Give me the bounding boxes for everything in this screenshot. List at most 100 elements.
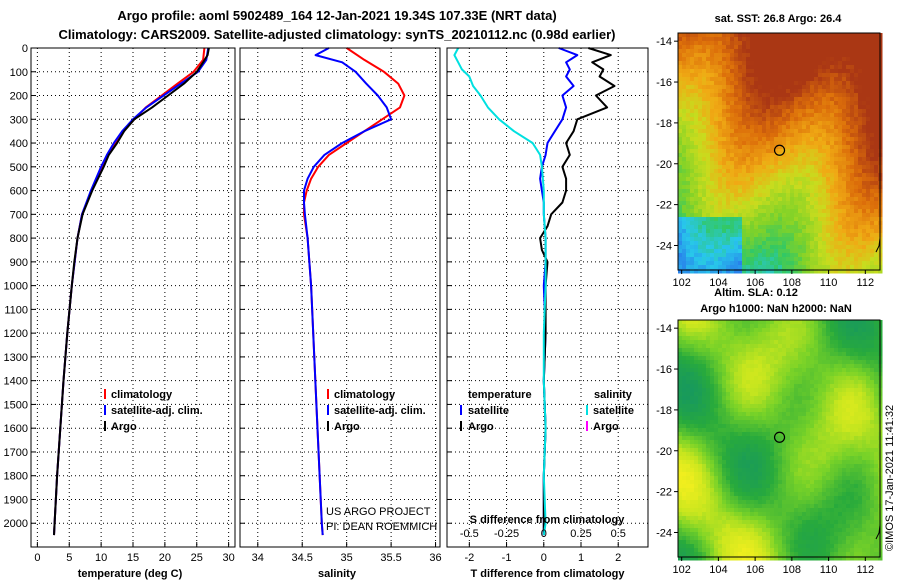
map-cell	[690, 85, 695, 90]
map-cell	[854, 213, 859, 218]
map-cell	[750, 201, 755, 206]
map-cell	[698, 89, 703, 94]
map-cell	[866, 424, 871, 429]
map-cell	[798, 372, 803, 377]
map-cell	[774, 360, 779, 365]
map-cell	[854, 165, 859, 170]
map-cell	[786, 336, 791, 341]
map-cell	[702, 129, 707, 134]
map-cell	[702, 249, 707, 254]
map-cell	[862, 65, 867, 70]
map-cell	[782, 416, 787, 421]
map-cell	[810, 61, 815, 66]
map-cell	[706, 57, 711, 62]
map-cell	[706, 93, 711, 98]
map-cell	[798, 424, 803, 429]
map-cell	[698, 221, 703, 226]
map-cell	[774, 65, 779, 70]
map-cell	[770, 428, 775, 433]
map-cell	[870, 149, 875, 154]
map-cell	[726, 404, 731, 409]
map-cell	[750, 320, 755, 325]
map-cell	[858, 241, 863, 246]
map-cell	[870, 109, 875, 114]
map-cell	[858, 33, 863, 38]
map-cell	[702, 121, 707, 126]
map-cell	[862, 400, 867, 405]
map-cell	[790, 332, 795, 337]
map-cell	[718, 424, 723, 429]
map-cell	[722, 392, 727, 397]
map-cell	[810, 41, 815, 46]
map-cell	[754, 388, 759, 393]
map-cell	[774, 396, 779, 401]
map-cell	[786, 249, 791, 254]
map-cell	[834, 169, 839, 174]
map-cell	[790, 129, 795, 134]
y-tick-label: 1800	[4, 471, 28, 483]
map-cell	[698, 432, 703, 437]
map-cell	[858, 364, 863, 369]
map-cell	[842, 332, 847, 337]
map-cell	[686, 181, 691, 186]
map-cell	[838, 233, 843, 238]
map-cell	[774, 229, 779, 234]
map-cell	[710, 213, 715, 218]
map-cell	[734, 105, 739, 110]
map-cell	[782, 404, 787, 409]
map-cell	[722, 189, 727, 194]
map-cell	[874, 213, 879, 218]
map-cell	[806, 165, 811, 170]
map-cell	[750, 213, 755, 218]
map-cell	[730, 225, 735, 230]
map-cell	[782, 61, 787, 66]
map-cell	[850, 320, 855, 325]
map-cell	[758, 89, 763, 94]
map-cell	[762, 221, 767, 226]
map-cell	[770, 201, 775, 206]
map-cell	[874, 408, 879, 413]
map-cell	[742, 320, 747, 325]
map-cell	[842, 53, 847, 58]
map-cell	[834, 117, 839, 122]
map-cell	[714, 117, 719, 122]
map-cell	[794, 376, 799, 381]
map-cell	[838, 400, 843, 405]
map-cell	[746, 41, 751, 46]
map-cell	[690, 101, 695, 106]
map-cell	[770, 344, 775, 349]
map-cell	[790, 432, 795, 437]
map-cell	[730, 169, 735, 174]
map-cell	[690, 340, 695, 345]
map-cell	[850, 129, 855, 134]
map-cell	[850, 161, 855, 166]
map-cell	[686, 57, 691, 62]
map-cell	[818, 57, 823, 62]
map-cell	[690, 77, 695, 82]
map-cell	[810, 253, 815, 258]
map-cell	[778, 109, 783, 114]
map-cell	[822, 241, 827, 246]
map-cell	[782, 440, 787, 445]
map-cell	[678, 197, 683, 202]
map-cell	[726, 225, 731, 230]
map-cell	[874, 404, 879, 409]
map-cell	[814, 368, 819, 373]
map-cell	[790, 141, 795, 146]
map-cell	[770, 73, 775, 78]
map-cell	[786, 261, 791, 266]
map-cell	[782, 89, 787, 94]
map-cell	[678, 65, 683, 70]
map-cell	[730, 173, 735, 178]
map-cell	[794, 269, 799, 274]
map-cell	[786, 49, 791, 54]
map-cell	[678, 181, 683, 186]
salinity-legend: climatology satellite-adj. clim. Argo US…	[326, 389, 437, 533]
map-cell	[738, 117, 743, 122]
map-cell	[718, 408, 723, 413]
map-cell	[706, 97, 711, 102]
map-cell	[810, 420, 815, 425]
map-cell	[750, 221, 755, 226]
map-cell	[770, 269, 775, 274]
map-cell	[770, 340, 775, 345]
